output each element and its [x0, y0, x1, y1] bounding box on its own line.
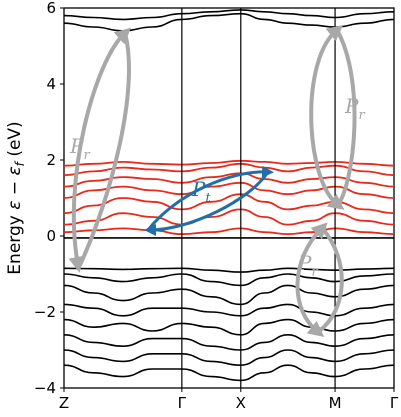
pr-left-arrow-inner: [78, 32, 131, 266]
band-valence-2: [64, 284, 394, 306]
y-tick-label-5: 6: [46, 0, 56, 17]
y-ticks: −4 −2 0 2 4 6: [34, 0, 64, 397]
band-conduction-9: [64, 227, 394, 236]
y-axis-label: Energy ε − εf (eV): [5, 121, 27, 274]
pr-left-arrow-outer: [68, 27, 131, 273]
band-valence-3: [64, 303, 394, 317]
band-valence-7: [64, 364, 394, 382]
pr-right-lower-label: Pr: [297, 251, 318, 280]
plot-frame: [63, 7, 395, 389]
y-tick-label-1: −2: [34, 303, 56, 321]
pt-arrow-lower: [144, 171, 270, 236]
band-valence-5: [64, 333, 394, 351]
pt-arrow-upper: [146, 165, 274, 231]
transition-arrows: Pr Pt Pr Pr: [68, 24, 365, 337]
pr-right-upper-label: Pr: [344, 94, 365, 123]
y-tick-label-2: 0: [46, 227, 56, 245]
pr-right-upper-arrow-a: [309, 24, 345, 210]
pr-left-label: Pr: [69, 134, 90, 163]
band-valence-4: [64, 318, 394, 336]
pt-center-label: Pt: [191, 177, 211, 206]
x-tick-label-1: Γ: [178, 394, 187, 412]
y-tick-label-3: 2: [46, 151, 56, 169]
x-tick-label-4: Γ: [390, 394, 399, 412]
plot-area: −4 −2 0 2 4 6 Z Γ X M Γ: [34, 0, 399, 412]
x-tick-label-3: M: [329, 394, 342, 412]
band-conduction-10: [64, 208, 394, 226]
pr-right-upper-arrow-b: [335, 29, 357, 207]
pr-right-lower-arrow-a: [295, 222, 328, 337]
y-tick-label-0: −4: [34, 379, 56, 397]
y-tick-label-4: 4: [46, 75, 56, 93]
x-tick-label-0: Z: [59, 394, 69, 412]
band-valence-1: [64, 273, 394, 287]
pr-right-lower-arrow-b: [316, 226, 344, 334]
x-tick-label-2: X: [236, 394, 246, 412]
band-valence-0: [64, 267, 394, 273]
band-valence-6: [64, 349, 394, 367]
